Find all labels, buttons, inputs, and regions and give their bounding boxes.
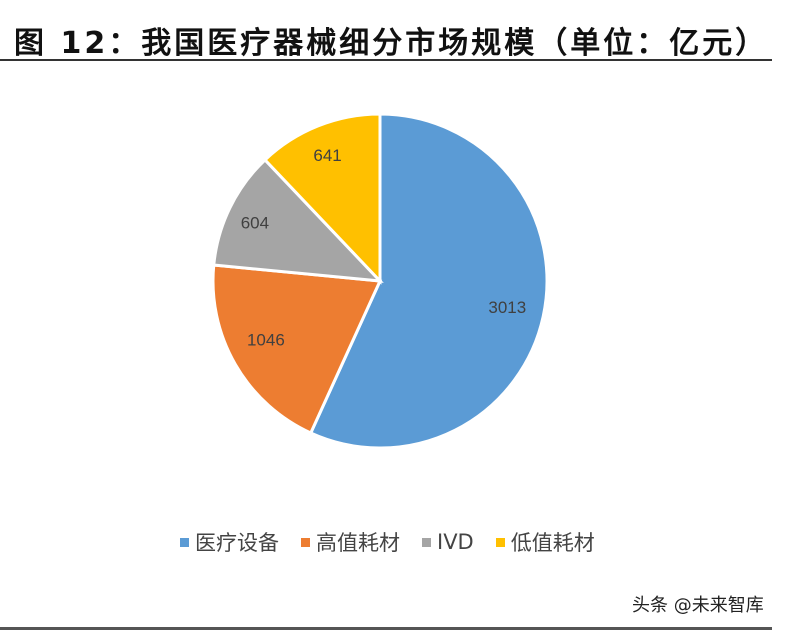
pie-slice-0 xyxy=(308,112,549,450)
pie-data-label: 1046 xyxy=(247,331,285,350)
legend-label: 医疗设备 xyxy=(195,531,279,555)
figure-title: 图 12：我国医疗器械细分市场规模（单位：亿元） xyxy=(14,26,769,61)
legend-swatch-icon xyxy=(180,537,189,547)
legend-swatch-icon xyxy=(301,537,310,547)
watermark: 头条 @未来智库 xyxy=(632,595,764,616)
legend-item-high-value-consumables: 高值耗材 xyxy=(301,527,400,557)
pie-slice-2 xyxy=(212,157,384,283)
title-divider xyxy=(0,59,772,61)
legend-label: 高值耗材 xyxy=(316,531,400,555)
pie-data-label: 604 xyxy=(241,213,269,232)
legend-item-medical-equipment: 医疗设备 xyxy=(180,527,279,557)
pie-slice-1 xyxy=(211,263,383,435)
legend-item-ivd: IVD xyxy=(422,530,474,554)
pie-slice-3 xyxy=(262,112,382,285)
legend-item-low-value-consumables: 低值耗材 xyxy=(495,527,595,557)
legend-label: IVD xyxy=(437,530,474,554)
chart-legend: 医疗设备 高值耗材 IVD 低值耗材 xyxy=(180,527,617,557)
bottom-divider xyxy=(0,627,772,630)
pie-chart: 3013 1046 604 641 xyxy=(211,112,549,450)
pie-data-label: 3013 xyxy=(488,298,526,317)
legend-swatch-icon xyxy=(495,537,505,547)
pie-data-label: 641 xyxy=(313,146,341,165)
legend-swatch-icon xyxy=(422,537,431,547)
legend-label: 低值耗材 xyxy=(510,531,595,555)
